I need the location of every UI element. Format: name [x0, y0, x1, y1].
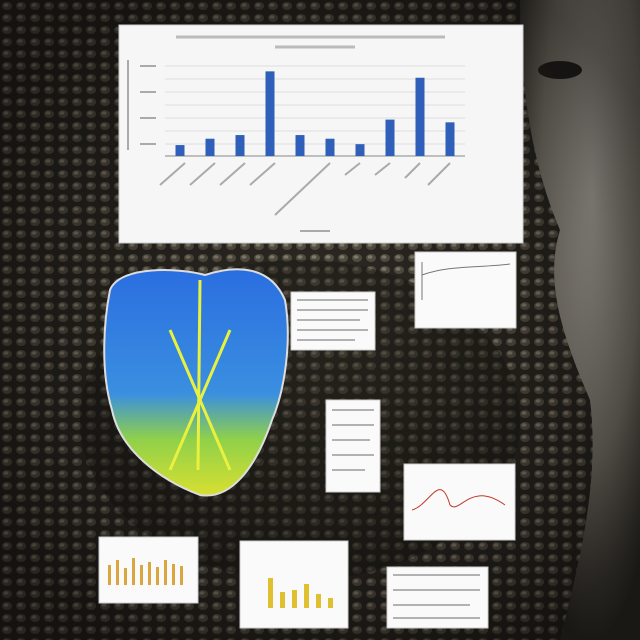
- bar: [205, 138, 215, 156]
- bar: [325, 138, 335, 156]
- heat-veins: [168, 279, 232, 471]
- heat-map: [103, 268, 289, 497]
- card-lines: [297, 299, 480, 619]
- bar: [235, 135, 245, 156]
- chart-panel: [118, 24, 524, 244]
- bar: [265, 71, 275, 156]
- grid: [165, 65, 465, 145]
- panel: [118, 24, 524, 244]
- bar: [175, 145, 185, 156]
- blurred-title: [176, 35, 445, 49]
- mini-bars: [108, 558, 333, 608]
- bar: [415, 77, 425, 156]
- mini-line: [411, 489, 506, 511]
- bar: [385, 119, 395, 156]
- bar: [445, 122, 455, 156]
- mini-line: [421, 262, 511, 300]
- blurred-labels: [127, 60, 451, 232]
- bar: [355, 144, 365, 156]
- bar: [295, 135, 305, 156]
